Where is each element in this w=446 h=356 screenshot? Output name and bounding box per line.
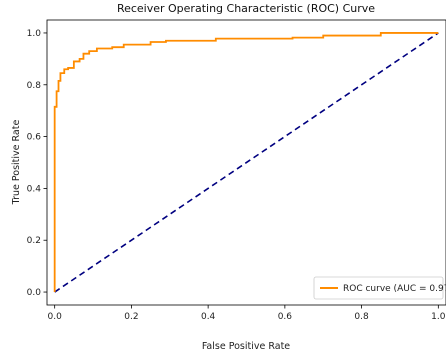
- roc-curve-line: [53, 32, 439, 293]
- y-tick-label: 0.6: [27, 133, 42, 143]
- plot-frame: [46, 19, 446, 306]
- legend-label-roc: ROC curve (AUC = 0.97): [343, 284, 446, 294]
- y-tick-label: 0.0: [27, 288, 42, 298]
- legend: ROC curve (AUC = 0.97): [313, 276, 446, 300]
- x-axis-label: False Positive Rate: [202, 341, 290, 352]
- y-tick-label: 0.8: [27, 81, 42, 91]
- y-axis-label: True Positive Rate: [11, 120, 22, 206]
- x-tick-label: 0.6: [278, 312, 293, 322]
- chance-diagonal-line: [54, 32, 439, 293]
- x-tick-label: 0.0: [48, 312, 63, 322]
- x-tick-label: 0.2: [124, 312, 138, 322]
- y-tick-label: 0.2: [27, 236, 41, 246]
- x-axis: 0.0 0.2 0.4 0.6 0.8 1.0: [48, 305, 446, 322]
- y-axis: 0.0 0.2 0.4 0.6 0.8 1.0: [27, 29, 47, 298]
- y-tick-label: 0.4: [27, 184, 42, 194]
- y-tick-label: 1.0: [27, 29, 42, 39]
- x-tick-label: 0.8: [354, 312, 369, 322]
- legend-box: [313, 276, 444, 300]
- x-tick-label: 1.0: [431, 312, 446, 322]
- chart-title: Receiver Operating Characteristic (ROC) …: [117, 2, 375, 15]
- x-tick-label: 0.4: [201, 312, 216, 322]
